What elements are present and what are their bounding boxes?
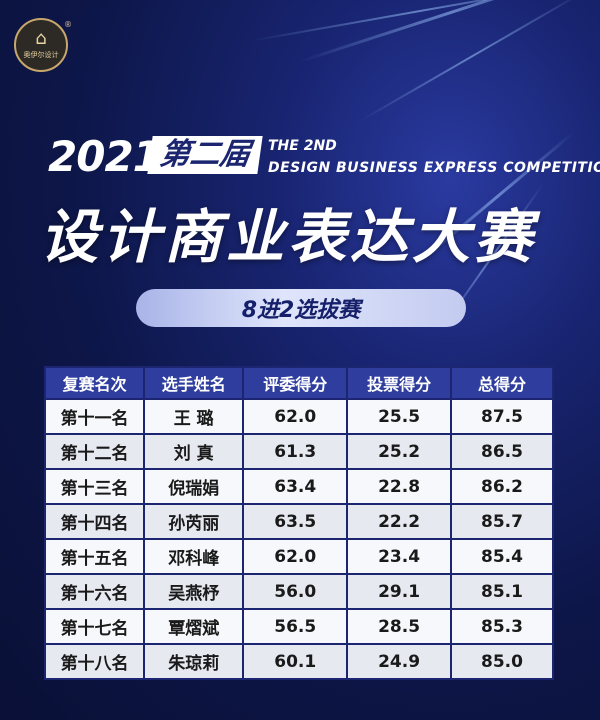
stage-label: 8进2选拔赛 bbox=[136, 289, 466, 327]
name-cell: 倪瑞娟 bbox=[143, 468, 245, 505]
judge-score-cell: 63.5 bbox=[242, 503, 349, 540]
total-score-cell: 86.5 bbox=[450, 433, 554, 470]
english-title: DESIGN BUSINESS EXPRESS COMPETITION bbox=[268, 160, 600, 176]
vote-score-cell: 29.1 bbox=[346, 573, 452, 610]
judge-score-cell: 56.5 bbox=[242, 608, 349, 645]
rank-cell: 第十六名 bbox=[43, 573, 146, 610]
column-header-rank: 复赛名次 bbox=[43, 366, 146, 400]
registered-mark: ® bbox=[64, 20, 72, 29]
vote-score-cell: 22.8 bbox=[346, 468, 452, 505]
edition-badge: 第二届 bbox=[147, 136, 263, 174]
table-row: 第十五名 邓科峰 62.0 23.4 85.4 bbox=[43, 538, 554, 575]
rank-cell: 第十一名 bbox=[43, 398, 146, 435]
judge-score-cell: 62.0 bbox=[242, 538, 349, 575]
judge-score-cell: 60.1 bbox=[242, 643, 349, 680]
vote-score-cell: 24.9 bbox=[346, 643, 452, 680]
name-cell: 邓科峰 bbox=[143, 538, 245, 575]
total-score-cell: 85.1 bbox=[450, 573, 554, 610]
rank-cell: 第十三名 bbox=[43, 468, 146, 505]
judge-score-cell: 63.4 bbox=[242, 468, 349, 505]
vote-score-cell: 25.5 bbox=[346, 398, 452, 435]
table-row: 第十七名 覃熠斌 56.5 28.5 85.3 bbox=[43, 608, 554, 645]
total-score-cell: 85.4 bbox=[450, 538, 554, 575]
table-row: 第十八名 朱琼莉 60.1 24.9 85.0 bbox=[43, 643, 554, 680]
total-score-cell: 86.2 bbox=[450, 468, 554, 505]
column-header-judge-score: 评委得分 bbox=[242, 366, 349, 400]
column-header-total-score: 总得分 bbox=[450, 366, 554, 400]
judge-score-cell: 62.0 bbox=[242, 398, 349, 435]
light-streak bbox=[359, 0, 586, 122]
table-row: 第十四名 孙芮丽 63.5 22.2 85.7 bbox=[43, 503, 554, 540]
brand-logo: ⌂ 奥伊尔设计 bbox=[14, 18, 68, 72]
judge-score-cell: 61.3 bbox=[242, 433, 349, 470]
vote-score-cell: 25.2 bbox=[346, 433, 452, 470]
table-header-row: 复赛名次 选手姓名 评委得分 投票得分 总得分 bbox=[43, 366, 554, 400]
name-cell: 孙芮丽 bbox=[143, 503, 245, 540]
brand-logo-text: 奥伊尔设计 bbox=[23, 51, 59, 59]
house-icon: ⌂ bbox=[35, 28, 47, 49]
table-row: 第十一名 王 璐 62.0 25.5 87.5 bbox=[43, 398, 554, 435]
rank-cell: 第十二名 bbox=[43, 433, 146, 470]
results-table: 复赛名次 选手姓名 评委得分 投票得分 总得分 第十一名 王 璐 62.0 25… bbox=[43, 366, 554, 680]
table-row: 第十六名 吴燕杼 56.0 29.1 85.1 bbox=[43, 573, 554, 610]
competition-title: 设计商业表达大赛 bbox=[40, 203, 537, 271]
column-header-name: 选手姓名 bbox=[143, 366, 245, 400]
vote-score-cell: 23.4 bbox=[346, 538, 452, 575]
total-score-cell: 85.3 bbox=[450, 608, 554, 645]
vote-score-cell: 22.2 bbox=[346, 503, 452, 540]
column-header-vote-score: 投票得分 bbox=[346, 366, 452, 400]
total-score-cell: 87.5 bbox=[450, 398, 554, 435]
rank-cell: 第十四名 bbox=[43, 503, 146, 540]
name-cell: 覃熠斌 bbox=[143, 608, 245, 645]
table-row: 第十二名 刘 真 61.3 25.2 86.5 bbox=[43, 433, 554, 470]
total-score-cell: 85.7 bbox=[450, 503, 554, 540]
vote-score-cell: 28.5 bbox=[346, 608, 452, 645]
name-cell: 朱琼莉 bbox=[143, 643, 245, 680]
table-row: 第十三名 倪瑞娟 63.4 22.8 86.2 bbox=[43, 468, 554, 505]
rank-cell: 第十八名 bbox=[43, 643, 146, 680]
edition-english: THE 2ND bbox=[268, 138, 337, 154]
rank-cell: 第十五名 bbox=[43, 538, 146, 575]
name-cell: 刘 真 bbox=[143, 433, 245, 470]
year-title: 2021 bbox=[48, 132, 162, 181]
judge-score-cell: 56.0 bbox=[242, 573, 349, 610]
rank-cell: 第十七名 bbox=[43, 608, 146, 645]
total-score-cell: 85.0 bbox=[450, 643, 554, 680]
name-cell: 王 璐 bbox=[143, 398, 245, 435]
name-cell: 吴燕杼 bbox=[143, 573, 245, 610]
